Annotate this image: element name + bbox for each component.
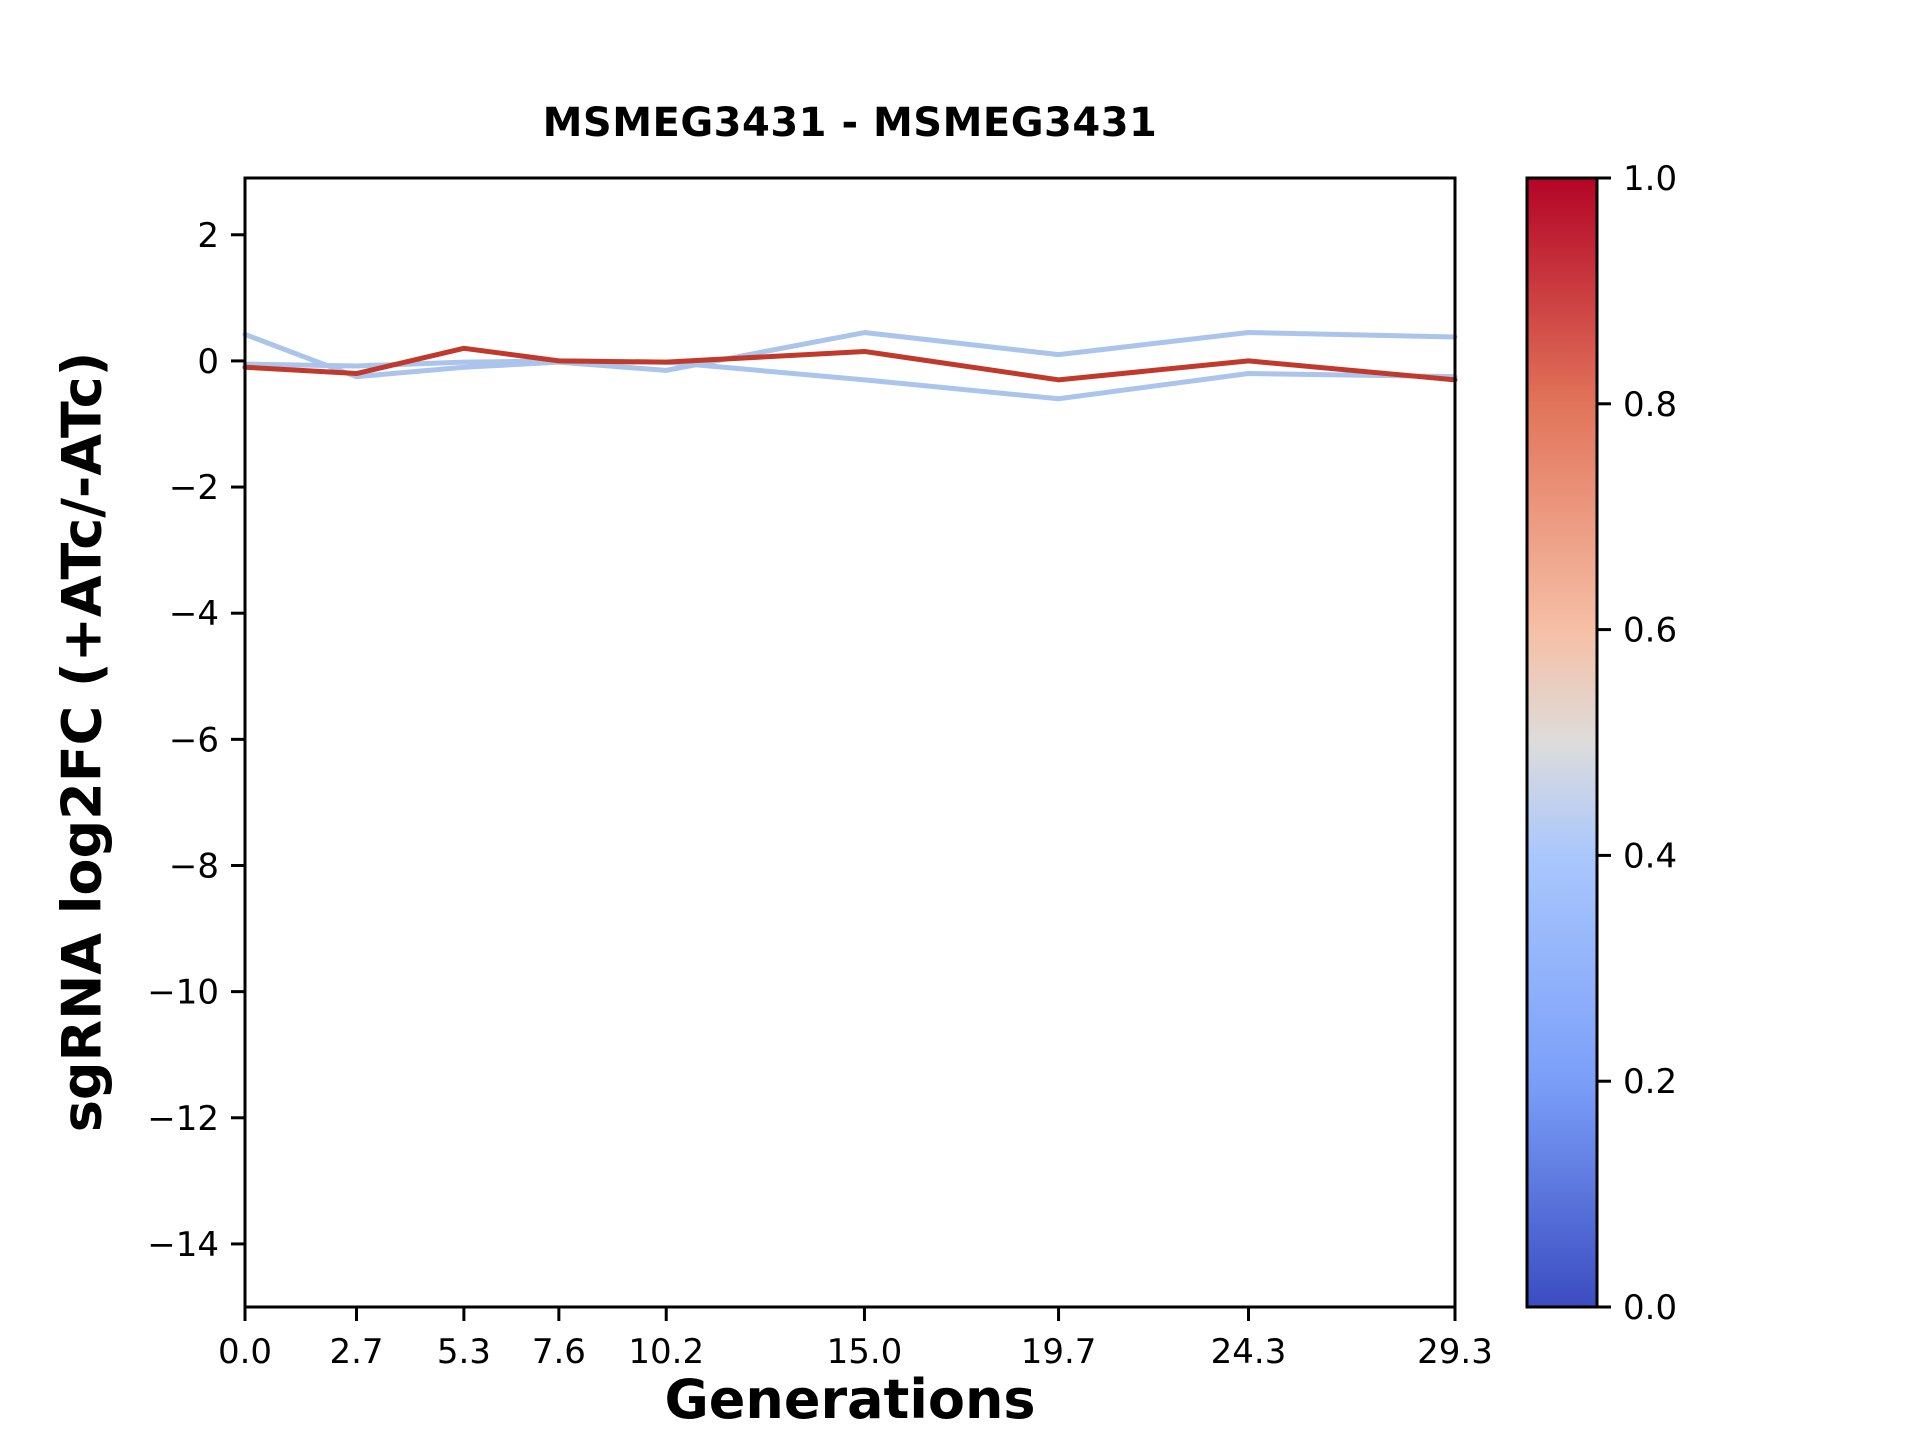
y-tick-label: 2 — [197, 216, 219, 256]
x-axis-label: Generations — [664, 1368, 1036, 1431]
x-tick-label: 24.3 — [1211, 1332, 1287, 1372]
colorbar-tick-label: 1.0 — [1623, 159, 1677, 199]
x-tick-label: 5.3 — [437, 1332, 491, 1372]
plot-border — [243, 176, 1457, 1309]
x-tick-label: 2.7 — [329, 1332, 383, 1372]
y-tick-label: −2 — [169, 468, 219, 508]
x-tick-label: 0.0 — [218, 1332, 272, 1372]
colorbar-border — [1525, 176, 1599, 1309]
x-axis-ticks: 0.0 2.7 5.3 7.6 10.2 15.0 19.7 24.3 29.3 — [218, 1307, 1493, 1372]
y-tick-label: −14 — [147, 1225, 219, 1265]
y-tick-label: −6 — [169, 720, 219, 760]
x-tick-label: 7.6 — [532, 1332, 586, 1372]
x-tick-label: 10.2 — [628, 1332, 704, 1372]
axes-spines — [243, 176, 1457, 1309]
colorbar: 0.0 0.2 0.4 0.6 0.8 1.0 — [1525, 159, 1677, 1328]
data-series — [242, 330, 1458, 402]
y-tick-label: −10 — [147, 973, 219, 1013]
colorbar-tick-label: 0.0 — [1623, 1288, 1677, 1328]
series-line-sgrna-line-2 — [242, 358, 1458, 402]
colorbar-tick-label: 0.6 — [1623, 611, 1677, 651]
colorbar-tick-label: 0.8 — [1623, 385, 1677, 425]
colorbar-tick-label: 0.4 — [1623, 836, 1677, 876]
series-line-sgrna-line-3 — [242, 345, 1458, 383]
chart-title: MSMEG3431 - MSMEG3431 — [542, 100, 1158, 146]
x-tick-label: 29.3 — [1417, 1332, 1493, 1372]
y-axis-ticks: 2 0 −2 −4 −6 −8 −10 −12 −14 — [147, 216, 245, 1265]
y-tick-label: −4 — [169, 594, 219, 634]
y-axis-label: sgRNA log2FC (+ATc/-ATc) — [50, 351, 114, 1133]
series-line-sgrna-line-1 — [242, 330, 1458, 380]
colorbar-gradient — [1527, 178, 1597, 1307]
y-tick-label: −8 — [169, 846, 219, 886]
colorbar-tick-label: 0.2 — [1623, 1062, 1677, 1102]
x-tick-label: 19.7 — [1021, 1332, 1097, 1372]
y-tick-label: −12 — [147, 1099, 219, 1139]
y-tick-label: 0 — [197, 342, 219, 382]
x-tick-label: 15.0 — [827, 1332, 903, 1372]
